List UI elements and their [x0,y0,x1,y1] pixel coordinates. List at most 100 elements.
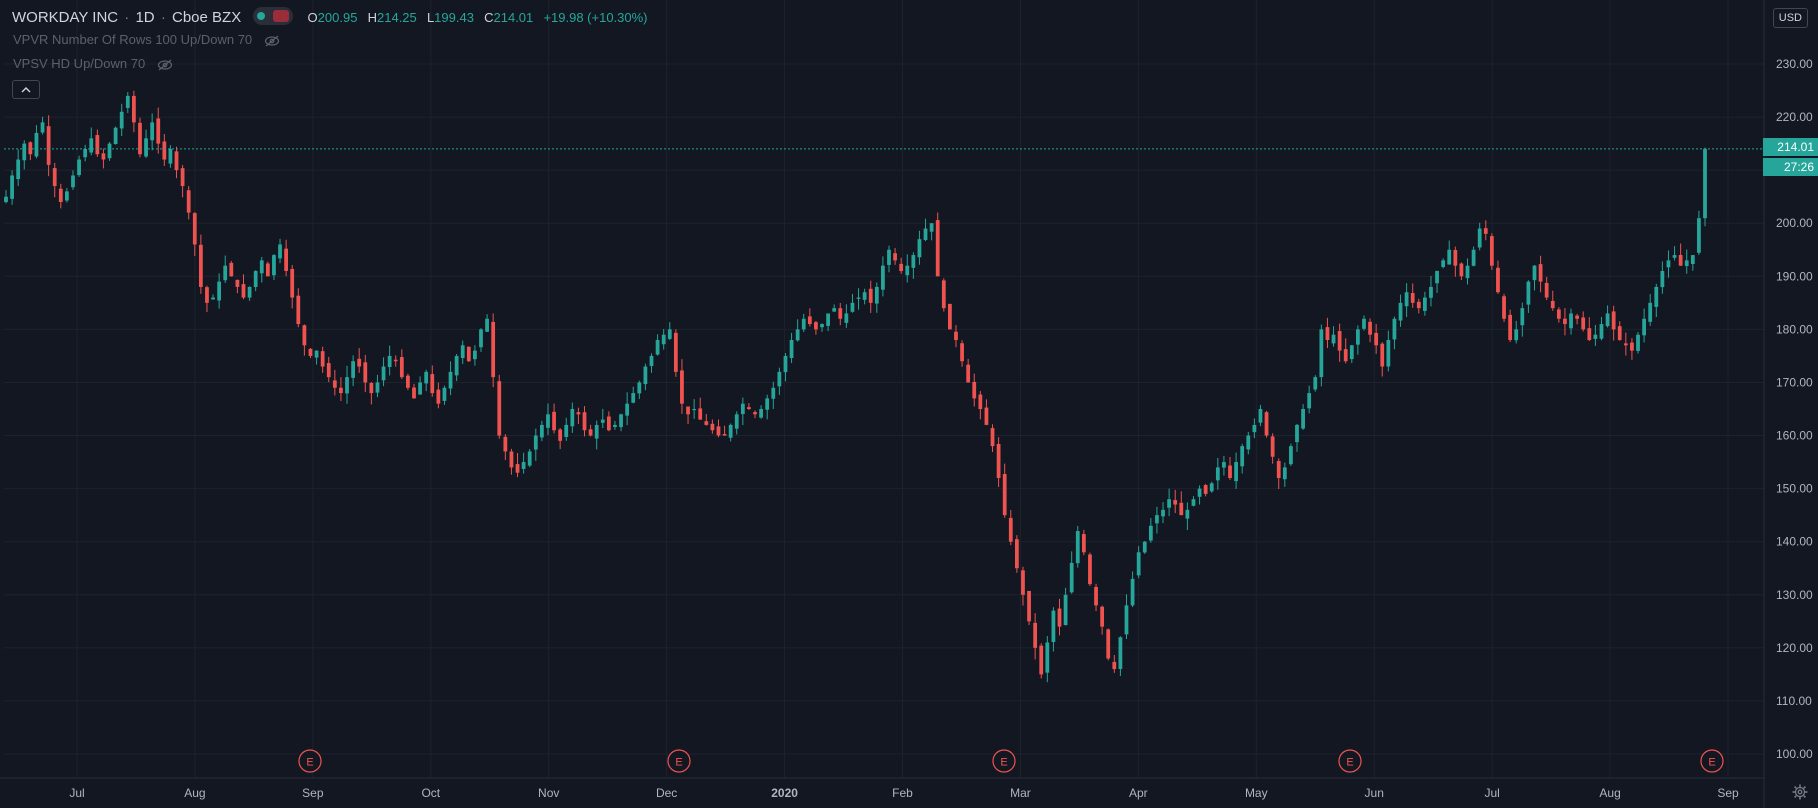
candle-body [844,313,849,323]
candle-body [1002,474,1007,516]
candle-body [479,329,483,348]
candle-body [619,414,623,428]
candle-body [765,398,770,410]
candle-body [832,308,837,312]
change-value: +19.98 (+10.30%) [543,10,648,25]
candle-body [1410,293,1415,303]
candle-body [826,313,830,326]
candle-body [101,153,106,160]
candle-body [375,382,380,393]
candle-body [1173,500,1178,505]
candle-body [1301,409,1305,429]
candle-body [582,412,587,431]
candle-body [229,262,234,277]
candle-body [4,196,8,203]
earnings-marker[interactable] [667,749,691,773]
candle-body [935,220,940,277]
candle-body [460,345,465,359]
candle-body [1069,562,1074,593]
symbol-name[interactable]: WORKDAY INC [12,9,119,26]
market-status-toggle[interactable] [253,7,294,26]
gear-icon[interactable] [1792,784,1808,800]
candle-body [600,419,605,423]
candle-body [1368,321,1372,335]
candle-body [978,394,983,409]
candle-body [436,389,441,404]
earnings-marker[interactable] [992,749,1016,773]
candle-body [1672,255,1677,258]
earnings-marker[interactable] [1700,749,1724,773]
candle-body [1453,250,1458,266]
candle-body [1063,594,1068,626]
candle-body [1623,343,1628,346]
candle-body [290,268,295,298]
candle-body [1508,314,1513,340]
collapse-legend-button[interactable] [12,80,40,99]
x-tick-label: Jul [1484,786,1499,800]
eye-off-icon[interactable] [157,59,173,71]
y-tick-label: 150.00 [1776,482,1813,496]
candle-body [1593,334,1598,339]
market-open-dot [257,12,266,21]
candle-body [868,288,873,303]
x-tick-label: Jun [1365,786,1384,800]
candle-body [156,118,161,144]
candle-body [503,436,508,452]
candle-body [205,287,209,303]
candle-body [1246,435,1251,450]
interval-label[interactable]: 1D [135,9,155,26]
x-tick-label: Nov [538,786,559,800]
eye-off-icon[interactable] [264,35,280,47]
candle-body [1496,267,1500,293]
candle-body [680,370,684,404]
candle-body [990,428,995,447]
candle-body [71,175,75,188]
candle-body [1234,462,1238,482]
candle-body [1228,465,1232,478]
candle-body [1057,608,1062,627]
earnings-marker[interactable] [1338,749,1362,773]
candle-body [1136,552,1141,576]
study-vpsv[interactable]: VPSV HD Up/Down 70 [13,56,173,71]
earnings-marker-label: E [1000,757,1007,769]
candle-body [838,308,843,319]
candle-body [284,248,289,271]
study-vpvr[interactable]: VPVR Number Of Rows 100 Up/Down 70 [13,32,280,47]
candle-body [1075,531,1080,564]
earnings-marker-label: E [306,757,313,769]
x-tick-label: Sep [1717,786,1739,800]
candle-body [1599,324,1604,339]
currency-button[interactable]: USD [1772,8,1808,28]
y-tick-label: 170.00 [1776,375,1813,389]
candle-body [369,382,374,394]
x-tick-label: 2020 [771,786,798,800]
candle-body [412,387,416,399]
candle-body [1660,271,1665,288]
candle-body [65,191,69,201]
candle-body [594,424,599,439]
candle-body [308,348,313,356]
candle-body [387,355,392,368]
earnings-marker[interactable] [298,749,322,773]
candle-body [637,382,642,394]
candle-body [1276,460,1281,478]
candle-body [546,414,550,428]
candle-body [759,409,763,418]
flag-icon [273,10,290,23]
candle-body [113,127,118,145]
candle-body [1155,515,1159,524]
candle-body [1240,446,1245,467]
candle-body [807,316,812,325]
candle-body [1703,148,1707,219]
candle-body [1605,313,1610,327]
candle-body [1404,292,1409,307]
high-value: 214.25 [377,10,417,25]
candle-body [881,265,885,290]
candle-body [984,407,989,425]
candle-body [1203,485,1208,494]
candle-body [351,361,355,378]
candle-body [673,332,678,372]
candle-body [1100,606,1105,627]
